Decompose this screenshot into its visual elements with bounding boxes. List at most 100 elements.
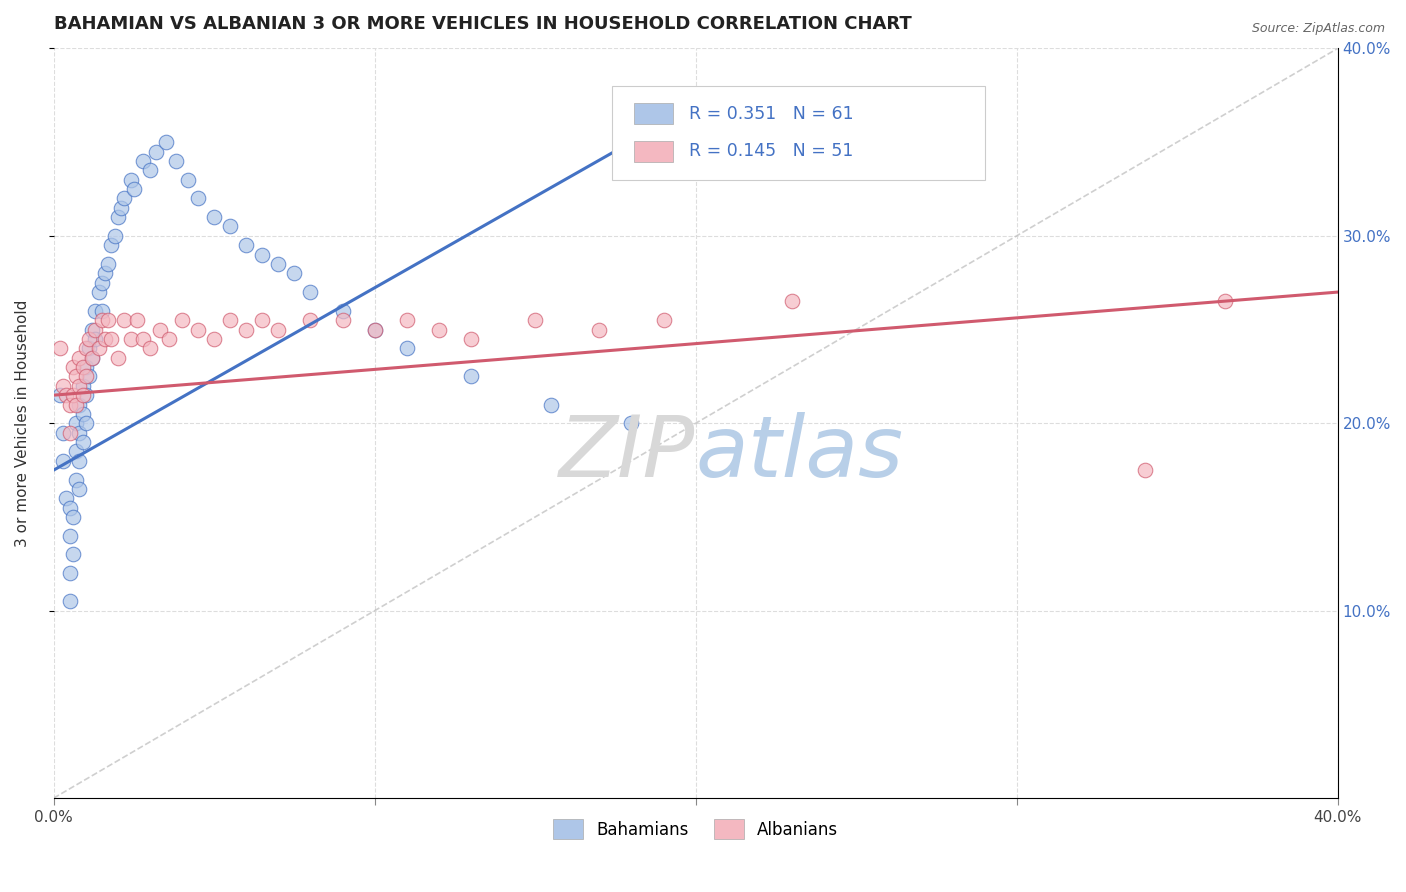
Point <box>139 163 162 178</box>
Point <box>55 491 77 506</box>
Point <box>125 313 148 327</box>
Point <box>52 379 75 393</box>
Point <box>55 388 77 402</box>
Point <box>620 417 643 431</box>
FancyBboxPatch shape <box>612 86 984 179</box>
Point <box>148 322 170 336</box>
Point <box>165 153 187 168</box>
Point <box>170 313 193 327</box>
Bar <box>634 141 672 161</box>
Point <box>75 360 97 375</box>
Point <box>52 425 75 440</box>
Point <box>145 145 167 159</box>
Point <box>77 369 100 384</box>
Point <box>59 529 82 543</box>
Point <box>90 276 112 290</box>
Point <box>332 303 354 318</box>
Point <box>94 332 117 346</box>
Point <box>395 341 418 355</box>
Text: ZIP: ZIP <box>560 412 696 495</box>
Point <box>132 153 155 168</box>
Point <box>1133 463 1156 477</box>
Point <box>72 379 94 393</box>
Point <box>82 322 104 336</box>
Bar <box>634 103 672 124</box>
Point <box>59 566 82 581</box>
Point <box>235 322 257 336</box>
Point <box>219 219 242 234</box>
Point <box>49 388 72 402</box>
Point <box>87 341 110 355</box>
Point <box>122 182 145 196</box>
Point <box>65 369 87 384</box>
Text: R = 0.145   N = 51: R = 0.145 N = 51 <box>689 142 853 161</box>
Point <box>62 548 84 562</box>
Text: atlas: atlas <box>696 412 904 495</box>
Point <box>187 322 209 336</box>
Point <box>65 444 87 458</box>
Point <box>267 322 290 336</box>
Y-axis label: 3 or more Vehicles in Household: 3 or more Vehicles in Household <box>15 300 30 547</box>
Point <box>235 238 257 252</box>
Point <box>427 322 450 336</box>
Point <box>87 285 110 299</box>
Point <box>84 332 107 346</box>
Point <box>59 500 82 515</box>
Point <box>75 388 97 402</box>
Point <box>132 332 155 346</box>
Point <box>67 425 90 440</box>
Point <box>104 228 127 243</box>
Point <box>77 341 100 355</box>
Point <box>72 407 94 421</box>
Point <box>177 172 200 186</box>
Text: BAHAMIAN VS ALBANIAN 3 OR MORE VEHICLES IN HOUSEHOLD CORRELATION CHART: BAHAMIAN VS ALBANIAN 3 OR MORE VEHICLES … <box>53 15 911 33</box>
Point <box>202 210 225 224</box>
Point <box>202 332 225 346</box>
Point <box>97 257 120 271</box>
Point <box>363 322 385 336</box>
Point <box>1213 294 1236 309</box>
Point <box>100 238 122 252</box>
Point <box>62 510 84 524</box>
Point <box>75 369 97 384</box>
Point <box>107 210 129 224</box>
Point <box>67 454 90 468</box>
Text: R = 0.351   N = 61: R = 0.351 N = 61 <box>689 104 853 123</box>
Point <box>395 313 418 327</box>
Point <box>52 454 75 468</box>
Point <box>65 473 87 487</box>
Point <box>77 332 100 346</box>
Point <box>59 398 82 412</box>
Point <box>67 482 90 496</box>
Point <box>72 435 94 450</box>
Point <box>524 313 547 327</box>
Point <box>332 313 354 327</box>
Point <box>49 341 72 355</box>
Point <box>72 360 94 375</box>
Point <box>652 313 675 327</box>
Point <box>155 135 177 149</box>
Point <box>82 351 104 365</box>
Point <box>540 398 562 412</box>
Point <box>588 322 610 336</box>
Point <box>120 332 142 346</box>
Point <box>59 594 82 608</box>
Point <box>100 332 122 346</box>
Text: Source: ZipAtlas.com: Source: ZipAtlas.com <box>1251 22 1385 36</box>
Point <box>62 388 84 402</box>
Point <box>62 360 84 375</box>
Point <box>75 417 97 431</box>
Point <box>363 322 385 336</box>
Point <box>187 191 209 205</box>
Point <box>67 379 90 393</box>
Point <box>157 332 180 346</box>
Point <box>84 322 107 336</box>
Point <box>82 351 104 365</box>
Point <box>780 294 803 309</box>
Point <box>299 285 322 299</box>
Point <box>219 313 242 327</box>
Point <box>90 303 112 318</box>
Point <box>84 303 107 318</box>
Point <box>112 313 135 327</box>
Point <box>94 266 117 280</box>
